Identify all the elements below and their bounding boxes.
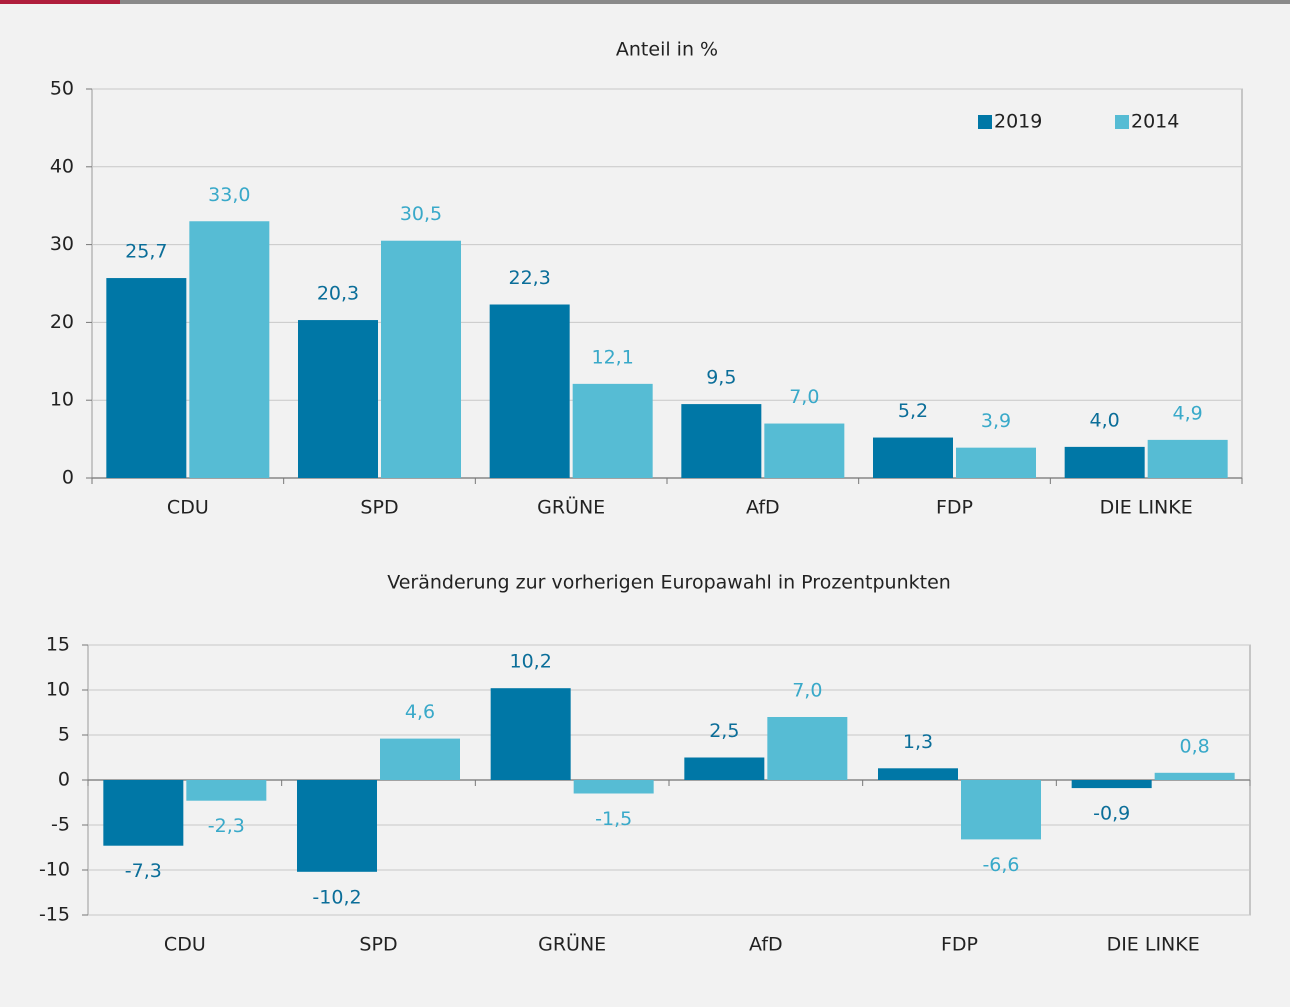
- value-label: -2,3: [208, 815, 245, 837]
- value-label: 4,6: [405, 701, 435, 723]
- bar: [490, 688, 571, 780]
- x-tick-label: AfD: [746, 497, 780, 519]
- value-label: 3,9: [981, 410, 1011, 432]
- y-tick-label: -15: [39, 904, 70, 926]
- x-tick-label: CDU: [167, 497, 209, 519]
- bar: [873, 437, 953, 478]
- bar: [186, 780, 267, 801]
- bar: [681, 404, 762, 478]
- y-tick-label: 40: [50, 155, 74, 177]
- bar: [961, 780, 1041, 840]
- x-tick-label: AfD: [749, 934, 783, 956]
- value-label: -10,2: [312, 886, 361, 908]
- value-label: -6,6: [982, 854, 1019, 876]
- bar: [684, 757, 765, 780]
- bar: [103, 780, 184, 846]
- bar: [380, 738, 460, 780]
- y-tick-label: -5: [51, 814, 70, 836]
- top-rule: [0, 0, 1290, 4]
- value-label: 20,3: [317, 283, 359, 305]
- x-tick-label: SPD: [360, 497, 398, 519]
- value-label: -7,3: [125, 860, 162, 882]
- value-label: 25,7: [125, 241, 167, 263]
- bar: [189, 221, 270, 478]
- bar: [1154, 772, 1235, 780]
- x-tick-label: DIE LINKE: [1107, 934, 1200, 956]
- bar: [1147, 439, 1228, 478]
- value-label: 4,9: [1173, 402, 1203, 424]
- value-label: 4,0: [1090, 409, 1120, 431]
- top-accent: [0, 0, 120, 4]
- value-label: 5,2: [898, 400, 928, 422]
- value-label: -1,5: [595, 808, 632, 830]
- y-tick-label: 10: [50, 389, 74, 411]
- y-tick-label: 15: [46, 634, 70, 656]
- bar: [1064, 446, 1145, 478]
- y-tick-label: 10: [46, 679, 70, 701]
- value-label: 22,3: [509, 267, 551, 289]
- x-tick-label: FDP: [936, 497, 973, 519]
- legend-label: 2019: [994, 111, 1042, 133]
- bar: [572, 383, 653, 478]
- bar: [381, 240, 461, 478]
- chart-title: Veränderung zur vorherigen Europawahl in…: [387, 572, 951, 594]
- legend-swatch: [978, 115, 992, 129]
- value-label: 1,3: [903, 731, 933, 753]
- value-label: 10,2: [510, 651, 552, 673]
- bar: [764, 423, 845, 478]
- bar: [878, 768, 958, 780]
- value-label: -0,9: [1093, 803, 1130, 825]
- y-tick-label: -10: [39, 859, 70, 881]
- x-tick-label: GRÜNE: [537, 496, 605, 519]
- x-tick-label: CDU: [164, 934, 206, 956]
- bar: [489, 304, 570, 478]
- bar: [297, 780, 377, 872]
- bar: [573, 780, 654, 794]
- value-label: 0,8: [1180, 735, 1210, 757]
- legend-swatch: [1115, 115, 1129, 129]
- bar: [298, 320, 378, 478]
- value-label: 30,5: [400, 203, 442, 225]
- legend-label: 2014: [1131, 111, 1179, 133]
- bar: [1071, 780, 1152, 789]
- bar: [956, 447, 1036, 478]
- y-tick-label: 0: [58, 769, 70, 791]
- y-tick-label: 20: [50, 311, 74, 333]
- y-tick-label: 0: [62, 467, 74, 489]
- y-tick-label: 30: [50, 233, 74, 255]
- x-tick-label: DIE LINKE: [1100, 497, 1193, 519]
- value-label: 33,0: [208, 184, 250, 206]
- value-label: 9,5: [706, 367, 736, 389]
- bar: [106, 278, 187, 478]
- y-tick-label: 5: [58, 724, 70, 746]
- value-label: 12,1: [592, 346, 634, 368]
- x-tick-label: FDP: [941, 934, 978, 956]
- x-tick-label: SPD: [359, 934, 397, 956]
- x-tick-label: GRÜNE: [538, 933, 606, 956]
- y-tick-label: 50: [50, 78, 74, 100]
- value-label: 7,0: [789, 386, 819, 408]
- bar: [767, 717, 848, 780]
- plot-area: [91, 88, 1243, 479]
- value-label: 7,0: [792, 680, 822, 702]
- value-label: 2,5: [709, 720, 739, 742]
- chart-title: Anteil in %: [616, 39, 718, 61]
